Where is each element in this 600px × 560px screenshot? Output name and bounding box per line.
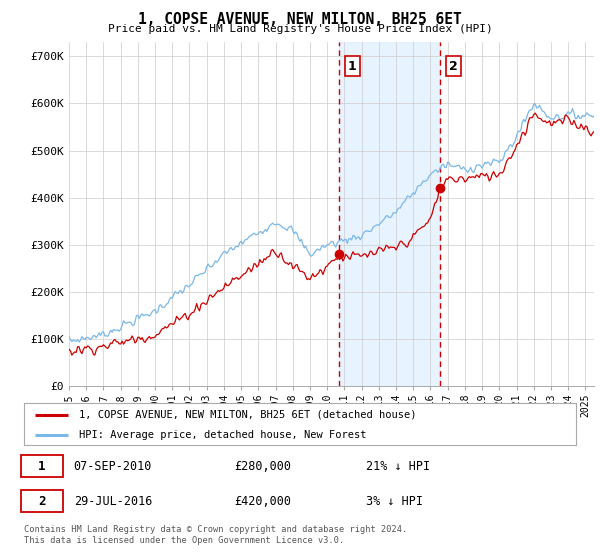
- Text: 2: 2: [449, 59, 458, 73]
- FancyBboxPatch shape: [21, 490, 62, 512]
- Text: Contains HM Land Registry data © Crown copyright and database right 2024.
This d: Contains HM Land Registry data © Crown c…: [24, 525, 407, 545]
- Text: 21% ↓ HPI: 21% ↓ HPI: [366, 460, 430, 473]
- Text: Price paid vs. HM Land Registry's House Price Index (HPI): Price paid vs. HM Land Registry's House …: [107, 24, 493, 34]
- Text: 07-SEP-2010: 07-SEP-2010: [74, 460, 152, 473]
- Text: 2: 2: [38, 494, 46, 508]
- Text: 1, COPSE AVENUE, NEW MILTON, BH25 6ET (detached house): 1, COPSE AVENUE, NEW MILTON, BH25 6ET (d…: [79, 410, 416, 420]
- Text: 3% ↓ HPI: 3% ↓ HPI: [366, 494, 423, 508]
- Bar: [339, 42, 440, 386]
- Text: 29-JUL-2016: 29-JUL-2016: [74, 494, 152, 508]
- Text: £420,000: £420,000: [234, 494, 291, 508]
- Text: 1, COPSE AVENUE, NEW MILTON, BH25 6ET: 1, COPSE AVENUE, NEW MILTON, BH25 6ET: [138, 12, 462, 27]
- Text: 1: 1: [38, 460, 46, 473]
- Text: HPI: Average price, detached house, New Forest: HPI: Average price, detached house, New …: [79, 430, 367, 440]
- Text: 1: 1: [347, 59, 356, 73]
- FancyBboxPatch shape: [21, 455, 62, 477]
- Text: £280,000: £280,000: [234, 460, 291, 473]
